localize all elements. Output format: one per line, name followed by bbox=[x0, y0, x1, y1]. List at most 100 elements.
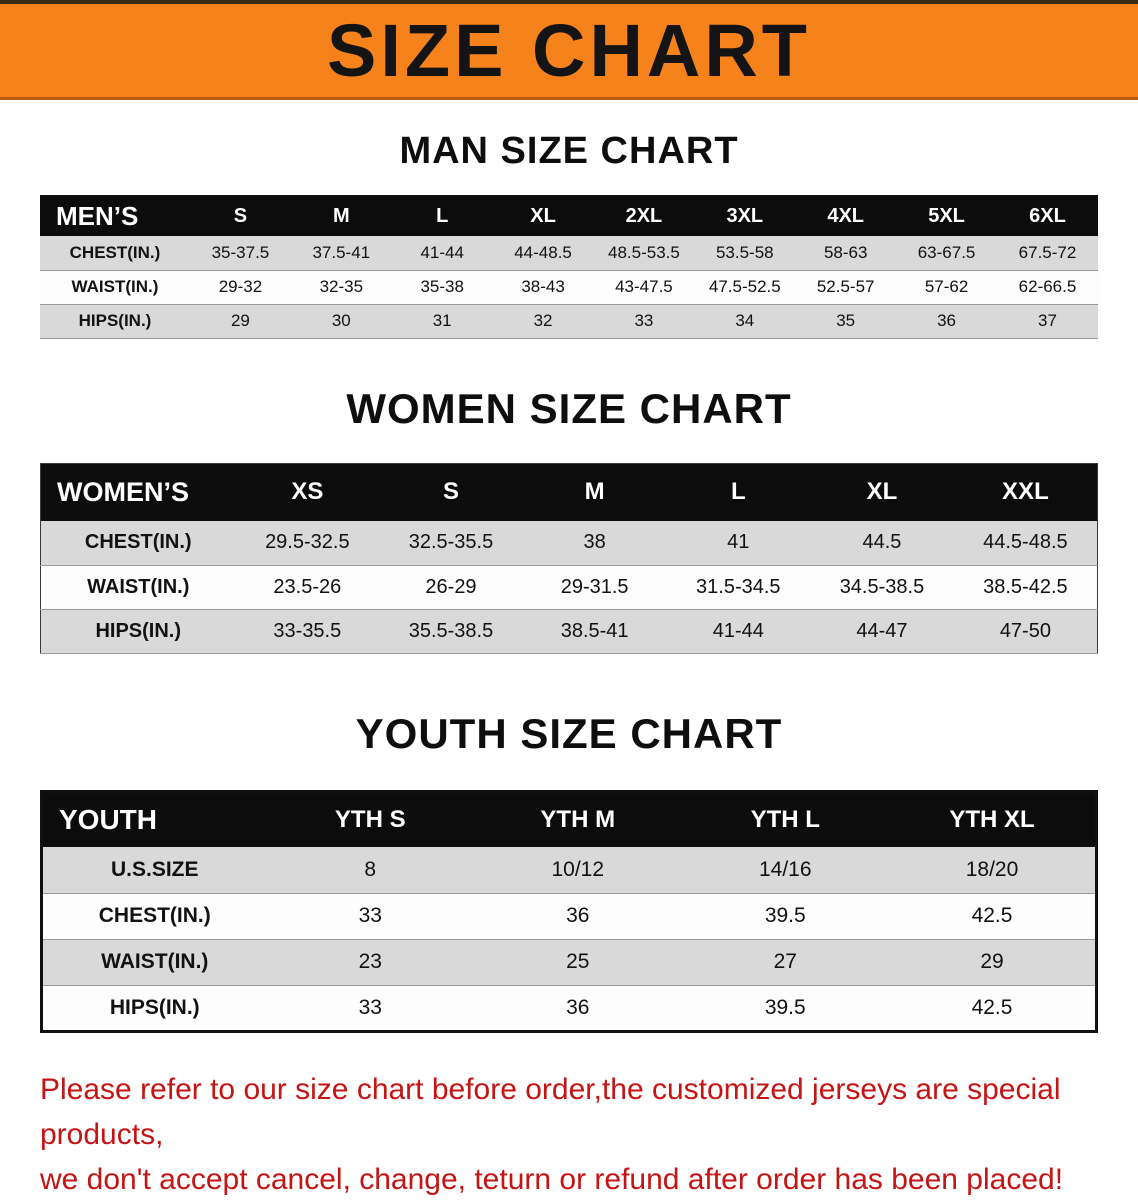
disclaimer-note: Please refer to our size chart before or… bbox=[40, 1067, 1108, 1202]
size-value-cell: 18/20 bbox=[965, 857, 1019, 881]
size-column-header: 4XL bbox=[795, 196, 897, 236]
size-value-cell: 29-32 bbox=[218, 277, 263, 296]
size-value-cell: 67.5-72 bbox=[1018, 242, 1077, 262]
size-value-cell: 35 bbox=[836, 311, 856, 330]
size-value-cell: 32-35 bbox=[319, 277, 364, 296]
size-value-cell: 58-63 bbox=[823, 242, 868, 262]
size-value-cell: 29.5-32.5 bbox=[265, 531, 350, 554]
row-label: WAIST(IN.) bbox=[101, 950, 209, 973]
size-value-cell: 44-47 bbox=[856, 619, 908, 642]
row-label: CHEST(IN.) bbox=[84, 531, 192, 554]
banner: SIZE CHART bbox=[0, 0, 1138, 100]
table-row: HIPS(IN.) 33 36 39.5 42.5 bbox=[41, 985, 1097, 1031]
size-value-cell: 39.5 bbox=[764, 995, 806, 1019]
size-column-header: 3XL bbox=[694, 196, 796, 236]
size-column-header: XXL bbox=[953, 463, 1098, 521]
size-column-header: 6XL bbox=[997, 196, 1098, 236]
womens-section: WOMEN SIZE CHART WOMEN’S XS S M L XL XXL CHEST(… bbox=[0, 385, 1138, 654]
size-value-cell: 31 bbox=[432, 311, 452, 330]
size-value-cell: 57-62 bbox=[924, 277, 969, 296]
mens-size-table: MEN’S S M L XL 2XL 3XL 4XL 5XL 6XL CHEST(IN.) 35-37… bbox=[40, 195, 1098, 339]
size-value-cell: 39.5 bbox=[764, 904, 806, 927]
size-value-cell: 35.5-38.5 bbox=[408, 619, 494, 642]
size-value-cell: 36 bbox=[566, 904, 590, 927]
size-column-header: XS bbox=[235, 463, 380, 521]
size-value-cell: 41 bbox=[727, 531, 750, 554]
size-value-cell: 10/12 bbox=[551, 857, 605, 881]
size-value-cell: 27 bbox=[773, 950, 797, 973]
youth-section: YOUTH SIZE CHART YOUTH YTH S YTH M YTH L YTH… bbox=[0, 710, 1138, 1033]
size-column-header: L bbox=[666, 463, 811, 521]
size-value-cell: 44-48.5 bbox=[514, 242, 572, 262]
size-value-cell: 47-50 bbox=[999, 619, 1051, 642]
row-label: HIPS(IN.) bbox=[95, 619, 182, 642]
size-value-cell: 41-44 bbox=[712, 619, 764, 642]
size-value-cell: 23 bbox=[358, 950, 382, 973]
size-value-cell: 32 bbox=[533, 311, 553, 330]
header-row: WOMEN’S XS S M L XL XXL bbox=[40, 463, 1098, 521]
size-value-cell: 38.5-41 bbox=[560, 619, 629, 642]
size-value-cell: 23.5-26 bbox=[273, 575, 342, 598]
row-label: HIPS(IN.) bbox=[78, 311, 152, 330]
row-label: CHEST(IN.) bbox=[98, 904, 211, 927]
size-value-cell: 36 bbox=[937, 311, 957, 330]
size-value-cell: 26-29 bbox=[425, 575, 477, 598]
size-value-cell: 52.5-57 bbox=[816, 277, 875, 296]
page-title: SIZE CHART bbox=[327, 8, 811, 92]
size-column-header: M bbox=[522, 463, 667, 521]
size-value-cell: 29-31.5 bbox=[560, 575, 629, 598]
row-label: WAIST(IN.) bbox=[71, 277, 159, 296]
size-value-cell: 34 bbox=[735, 311, 755, 330]
size-value-cell: 8 bbox=[364, 857, 377, 881]
youth-chart-title: YOUTH SIZE CHART bbox=[355, 709, 783, 757]
size-value-cell: 35-37.5 bbox=[211, 242, 270, 262]
row-label: WAIST(IN.) bbox=[87, 575, 190, 598]
size-value-cell: 38-43 bbox=[521, 277, 565, 296]
size-column-header: M bbox=[290, 196, 392, 236]
size-value-cell: 42.5 bbox=[971, 995, 1013, 1019]
size-column-header: 2XL bbox=[593, 196, 695, 236]
size-value-cell: 44.5 bbox=[862, 531, 902, 554]
size-value-cell: 33-35.5 bbox=[273, 619, 342, 642]
size-value-cell: 42.5 bbox=[971, 904, 1013, 927]
size-column-header: YTH L bbox=[681, 791, 889, 847]
size-value-cell: 37 bbox=[1038, 311, 1057, 330]
row-label: U.S.SIZE bbox=[110, 857, 199, 881]
size-value-cell: 34.5-38.5 bbox=[839, 575, 925, 598]
table-group-label: WOMEN’S bbox=[40, 463, 236, 521]
row-label: HIPS(IN.) bbox=[109, 995, 200, 1019]
size-value-cell: 31.5-34.5 bbox=[696, 575, 781, 598]
table-row: WAIST(IN.) 29-32 32-35 35-38 38-43 43-47.5 47.… bbox=[40, 270, 1098, 304]
size-value-cell: 37.5-41 bbox=[312, 242, 371, 262]
size-value-cell: 30 bbox=[331, 311, 351, 330]
size-value-cell: 14/16 bbox=[758, 857, 812, 881]
size-value-cell: 29 bbox=[980, 950, 1004, 973]
size-column-header: YTH S bbox=[266, 791, 474, 847]
size-value-cell: 36 bbox=[566, 995, 590, 1019]
disclaimer-line-1: Please refer to our size chart before or… bbox=[40, 1072, 1061, 1151]
size-value-cell: 38.5-42.5 bbox=[983, 575, 1068, 598]
mens-section: MAN SIZE CHART MEN’S S M L XL 2XL 3XL 4XL 5XL 6XL… bbox=[0, 130, 1138, 339]
size-value-cell: 47.5-52.5 bbox=[708, 277, 781, 296]
size-value-cell: 33 bbox=[358, 995, 382, 1019]
table-row: HIPS(IN.) 29 30 31 32 33 34 35 36 37 bbox=[40, 304, 1098, 338]
table-row: WAIST(IN.) 23.5-26 26-29 29-31.5 31.5-34.5 34… bbox=[40, 565, 1098, 609]
table-group-label: YOUTH bbox=[41, 791, 267, 847]
table-row: CHEST(IN.) 33 36 39.5 42.5 bbox=[41, 893, 1097, 939]
row-label: CHEST(IN.) bbox=[69, 242, 161, 262]
table-row: CHEST(IN.) 29.5-32.5 32.5-35.5 38 41 44.5 44.5… bbox=[40, 521, 1098, 565]
size-column-header: XL bbox=[810, 463, 954, 521]
size-column-header: S bbox=[379, 463, 523, 521]
table-row: HIPS(IN.) 33-35.5 35.5-38.5 38.5-41 41-44 44-… bbox=[40, 609, 1098, 653]
size-value-cell: 63-67.5 bbox=[917, 242, 976, 262]
womens-size-table: WOMEN’S XS S M L XL XXL CHEST(IN.) 29.5-32.5 32.5… bbox=[40, 462, 1098, 654]
size-column-header: XL bbox=[492, 196, 594, 236]
size-value-cell: 38 bbox=[583, 531, 606, 554]
womens-chart-title: WOMEN SIZE CHART bbox=[346, 384, 792, 432]
size-value-cell: 25 bbox=[566, 950, 590, 973]
mens-chart-title: MAN SIZE CHART bbox=[399, 130, 739, 172]
size-value-cell: 53.5-58 bbox=[715, 242, 774, 262]
size-value-cell: 41-44 bbox=[420, 242, 464, 262]
header-row: YOUTH YTH S YTH M YTH L YTH XL bbox=[41, 791, 1097, 847]
